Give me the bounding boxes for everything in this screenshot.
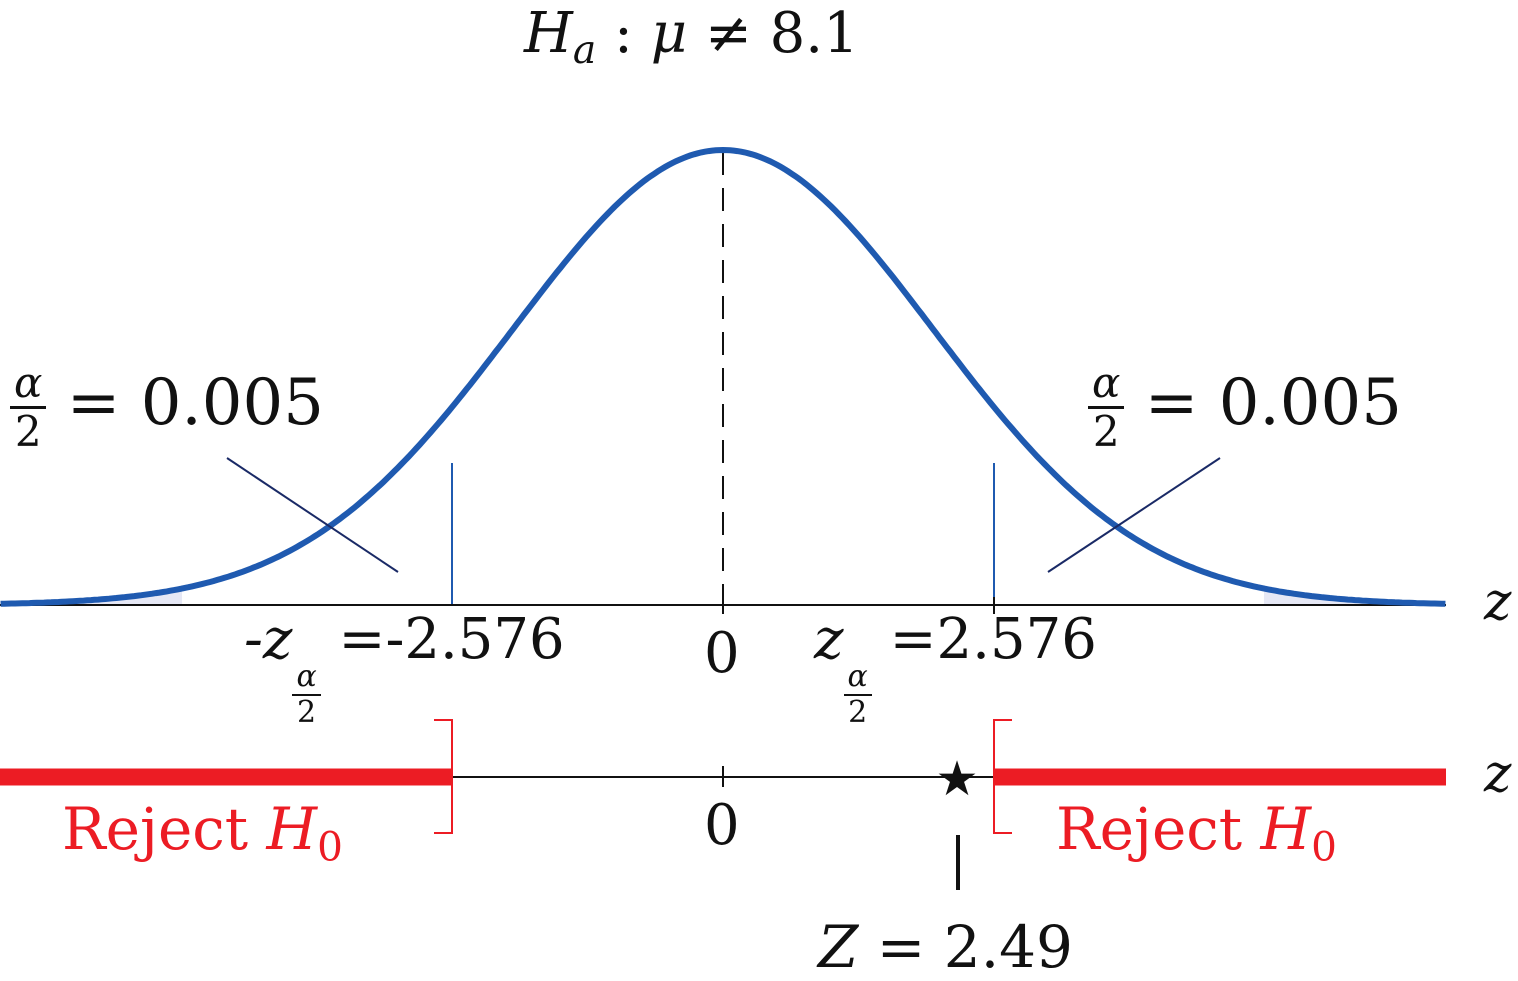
reject-h0-left: Reject H0 bbox=[62, 800, 343, 867]
left-tail-area bbox=[0, 588, 183, 605]
star-marker-icon: ★ bbox=[935, 751, 978, 807]
z-stat: Z bbox=[818, 913, 859, 981]
title-value: 8.1 bbox=[769, 1, 859, 66]
test-stat-value: 2.49 bbox=[943, 913, 1073, 981]
alpha-over-2-right: α 2 bbox=[1088, 362, 1125, 453]
title-colon: : bbox=[614, 1, 633, 66]
h-sub: 0 bbox=[317, 822, 343, 871]
zero-label-top: 0 bbox=[704, 621, 740, 686]
reject-text: Reject bbox=[62, 795, 249, 863]
reject-h0-right: Reject H0 bbox=[1056, 800, 1337, 867]
title-mu: μ bbox=[650, 1, 688, 66]
alpha-over-2-left: α 2 bbox=[10, 362, 47, 453]
critical-value-left-label: -z α 2 =-2.576 bbox=[244, 612, 565, 728]
left-tail-label: α 2 = 0.005 bbox=[10, 362, 324, 453]
neg-z: -z bbox=[244, 607, 293, 672]
leader-line-left bbox=[226, 457, 399, 573]
left-tail-value: 0.005 bbox=[140, 366, 324, 440]
bracket-right bbox=[993, 719, 1012, 834]
zero-label-bottom: 0 bbox=[704, 793, 740, 858]
alternative-hypothesis-title: Ha : μ ≠ 8.1 bbox=[524, 6, 859, 73]
equals: = bbox=[889, 607, 937, 672]
z-axis-label-bottom: z bbox=[1484, 744, 1512, 804]
title-neq: ≠ bbox=[704, 1, 752, 66]
h: H bbox=[266, 795, 318, 863]
title-h: H bbox=[524, 1, 573, 66]
title-sub: a bbox=[572, 27, 597, 73]
right-tail-area bbox=[1263, 588, 1446, 605]
equals: = bbox=[1144, 366, 1199, 440]
equals: = bbox=[66, 366, 121, 440]
equals: = bbox=[876, 913, 926, 981]
equals: = bbox=[338, 607, 386, 672]
critical-value-right-label: z α 2 =2.576 bbox=[814, 612, 1097, 728]
z: z bbox=[814, 607, 844, 672]
reject-text: Reject bbox=[1056, 795, 1243, 863]
h-sub: 0 bbox=[1311, 822, 1337, 871]
normal-curve bbox=[0, 146, 1446, 607]
alpha-over-2-sub: α 2 bbox=[843, 662, 872, 728]
test-statistic-label: Z = 2.49 bbox=[818, 918, 1073, 976]
leader-line-right bbox=[1047, 457, 1221, 573]
z-axis-label-top: z bbox=[1484, 572, 1512, 632]
bracket-left bbox=[434, 719, 453, 834]
right-tail-label: α 2 = 0.005 bbox=[1088, 362, 1402, 453]
alpha-over-2-sub: α 2 bbox=[292, 662, 321, 728]
h: H bbox=[1260, 795, 1312, 863]
critical-right-value: 2.576 bbox=[936, 607, 1097, 672]
critical-left-value: -2.576 bbox=[385, 607, 565, 672]
right-tail-value: 0.005 bbox=[1218, 366, 1402, 440]
